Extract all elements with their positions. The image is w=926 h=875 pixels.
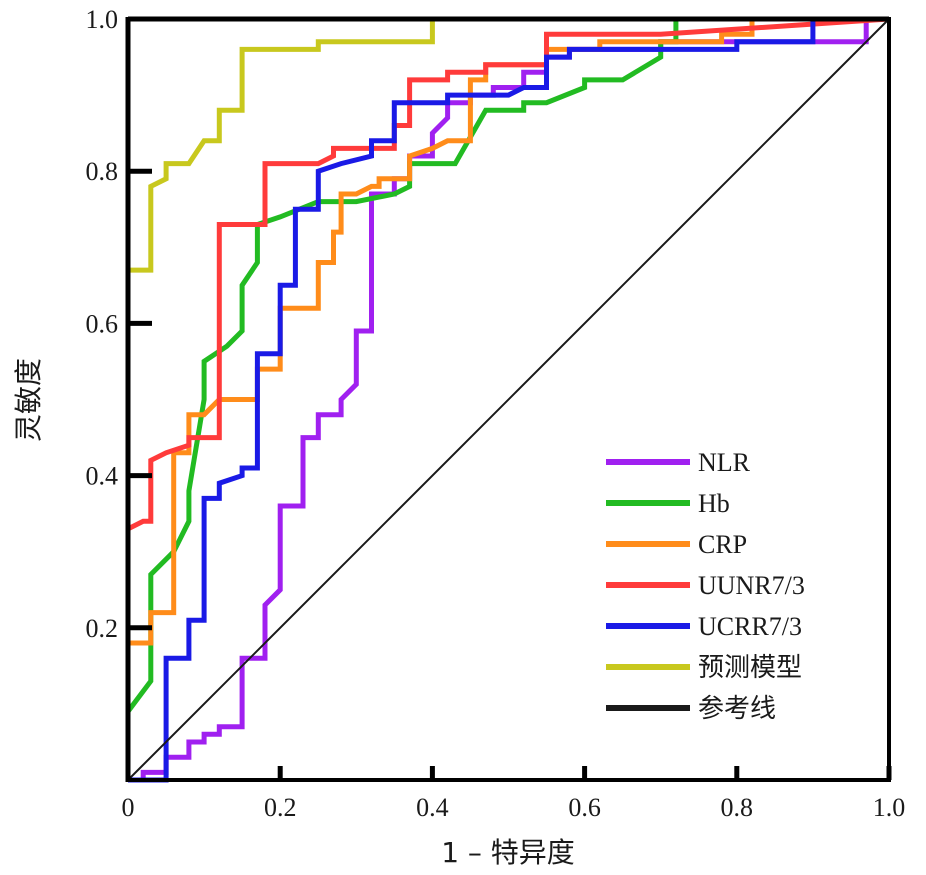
x-tick-label: 0 bbox=[122, 793, 135, 822]
x-tick-label: 0.4 bbox=[416, 793, 449, 822]
y-tick-label: 0.6 bbox=[86, 309, 119, 338]
tick-layer: 0 0.2 0.4 0.6 0.8 1.0 0.2 0.4 0.6 0.8 1.0 bbox=[86, 5, 906, 822]
x-tick-label: 1.0 bbox=[873, 793, 906, 822]
x-axis-title: 1 – 特异度 bbox=[441, 836, 575, 869]
legend-label-crp: CRP bbox=[698, 530, 747, 559]
series-line-hb bbox=[125, 16, 889, 780]
legend-label-hb: Hb bbox=[698, 489, 730, 518]
legend-label-series-7: 参考线 bbox=[698, 694, 776, 723]
y-tick-label: 0.8 bbox=[86, 157, 119, 186]
legend-label-series-6: 预测模型 bbox=[698, 653, 802, 682]
y-tick-label: 1.0 bbox=[86, 5, 119, 34]
series-layer bbox=[125, 16, 890, 783]
x-tick-label: 0.6 bbox=[568, 793, 601, 822]
series-line-ucrr7-3 bbox=[128, 16, 889, 783]
legend-label-nlr: NLR bbox=[698, 448, 751, 477]
plot-frame bbox=[125, 16, 891, 782]
x-tick-label: 0.2 bbox=[264, 793, 297, 822]
series-line-nlr bbox=[128, 16, 889, 783]
series-line-series-7 bbox=[127, 18, 890, 781]
y-tick-label: 0.2 bbox=[86, 614, 119, 643]
legend-label-uunr7-3: UUNR7/3 bbox=[698, 571, 805, 600]
y-axis-title: 灵敏度 bbox=[12, 358, 45, 442]
series-line-series-6 bbox=[125, 16, 889, 780]
x-tick-label: 0.8 bbox=[721, 793, 754, 822]
y-tick-label: 0.4 bbox=[86, 462, 119, 491]
series-line-uunr7-3 bbox=[125, 16, 890, 780]
legend-label-ucrr7-3: UCRR7/3 bbox=[698, 612, 802, 641]
